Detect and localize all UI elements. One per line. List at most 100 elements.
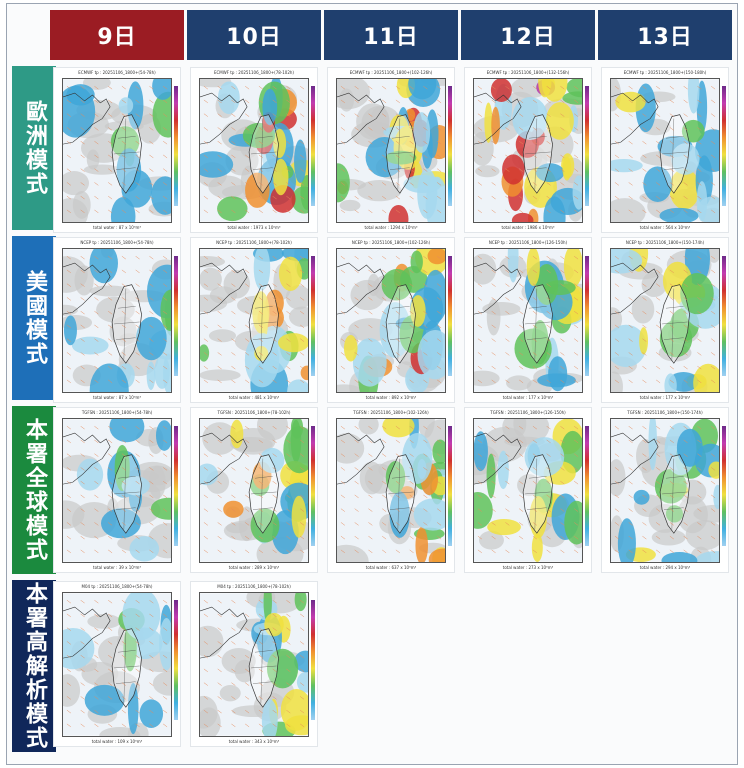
wind-barb [560, 453, 565, 457]
wind-barb [505, 269, 510, 274]
wind-barb [409, 338, 414, 342]
rain-area [617, 518, 636, 562]
rain-area [659, 320, 693, 358]
wind-barb [258, 365, 263, 370]
wind-barb [80, 425, 85, 430]
wind-barb [258, 195, 263, 200]
wind-barb [231, 508, 236, 512]
land-patch [357, 180, 402, 202]
wind-barb [436, 522, 442, 526]
wind-barb [368, 154, 373, 159]
wind-barb [149, 480, 154, 485]
wind-barb [560, 140, 565, 145]
wind-barb [121, 99, 126, 104]
wind-barb [423, 209, 428, 214]
wind-barb [669, 508, 674, 512]
wind-barb [340, 310, 346, 315]
wind-barb [697, 255, 702, 260]
wind-barb [560, 182, 565, 186]
wind-barb [258, 613, 263, 618]
wind-barb [135, 508, 140, 512]
wind-barb [340, 99, 346, 104]
wind-barb [614, 85, 620, 90]
wind-barb [491, 467, 496, 471]
wind-barb [94, 168, 99, 172]
wind-barb [477, 127, 483, 131]
wind-barb [135, 154, 140, 159]
wind-barb [340, 269, 346, 274]
wind-barb [231, 195, 236, 200]
wind-barb [560, 154, 565, 159]
wind-barb [286, 522, 291, 526]
land-patch [63, 171, 90, 196]
wind-barb [710, 99, 716, 104]
wind-barb [203, 182, 209, 186]
wind-barb [66, 99, 72, 104]
county-boundaries [251, 288, 277, 360]
wind-barb [217, 613, 222, 618]
land-patch [87, 614, 121, 629]
wind-barb [203, 365, 209, 370]
wind-barb [108, 209, 113, 214]
wind-barb [217, 297, 222, 301]
map-footer: total water : 87 x 10⁶m³ [93, 395, 141, 400]
wind-barb [340, 439, 346, 444]
wind-barb [286, 269, 291, 274]
wind-barb [546, 113, 551, 117]
rain-area [300, 174, 308, 210]
wind-barb [245, 379, 250, 384]
wind-barb [395, 195, 400, 200]
wind-barb [108, 352, 113, 356]
wind-barb [683, 297, 688, 301]
wind-barb [532, 255, 537, 260]
wind-barb [683, 508, 688, 512]
wind-barb [272, 535, 277, 540]
wind-barb [299, 379, 305, 384]
wind-barb [258, 654, 263, 659]
wind-barb [628, 365, 633, 370]
day-header-1: 9日 [50, 10, 184, 60]
wind-barb [423, 297, 428, 301]
wind-barb [162, 425, 168, 430]
wind-barb [80, 352, 85, 356]
rainfall-map [610, 78, 720, 223]
wind-barb [162, 467, 168, 471]
wind-barb [108, 297, 113, 301]
land-patch [86, 149, 100, 170]
rainfall-map [473, 248, 583, 393]
wind-barb [546, 480, 551, 485]
wind-barb [491, 99, 496, 104]
wind-barb [135, 338, 140, 342]
wind-barb [245, 283, 250, 287]
wind-barb [395, 453, 400, 457]
wind-barb [80, 453, 85, 457]
wind-barb [121, 352, 126, 356]
wind-barb [669, 297, 674, 301]
wind-barb [299, 668, 305, 673]
wind-barb [135, 324, 140, 329]
wind-barb [683, 467, 688, 471]
wind-barb [299, 508, 305, 512]
wind-barb [203, 154, 209, 159]
wind-barb [710, 480, 716, 485]
rain-area [432, 439, 445, 465]
wind-barb [66, 113, 72, 117]
wind-barb [245, 352, 250, 356]
wind-barb [340, 480, 346, 485]
wind-barb [532, 352, 537, 356]
wind-barb [669, 324, 674, 329]
wind-barb [573, 297, 579, 301]
wind-barb [642, 255, 647, 260]
wind-barb [560, 494, 565, 499]
wind-barb [135, 453, 140, 457]
wind-barb [94, 453, 99, 457]
wind-barb [628, 453, 633, 457]
wind-barb [436, 310, 442, 315]
wind-barb [436, 352, 442, 356]
taiwan-outline [111, 454, 142, 534]
wind-barb [258, 269, 263, 274]
wind-barb [436, 494, 442, 499]
mainland-coast [200, 606, 248, 659]
wind-barb [121, 127, 126, 131]
map-title: ECMWF tp : 20251106_1800+(150-180h) [623, 70, 707, 75]
